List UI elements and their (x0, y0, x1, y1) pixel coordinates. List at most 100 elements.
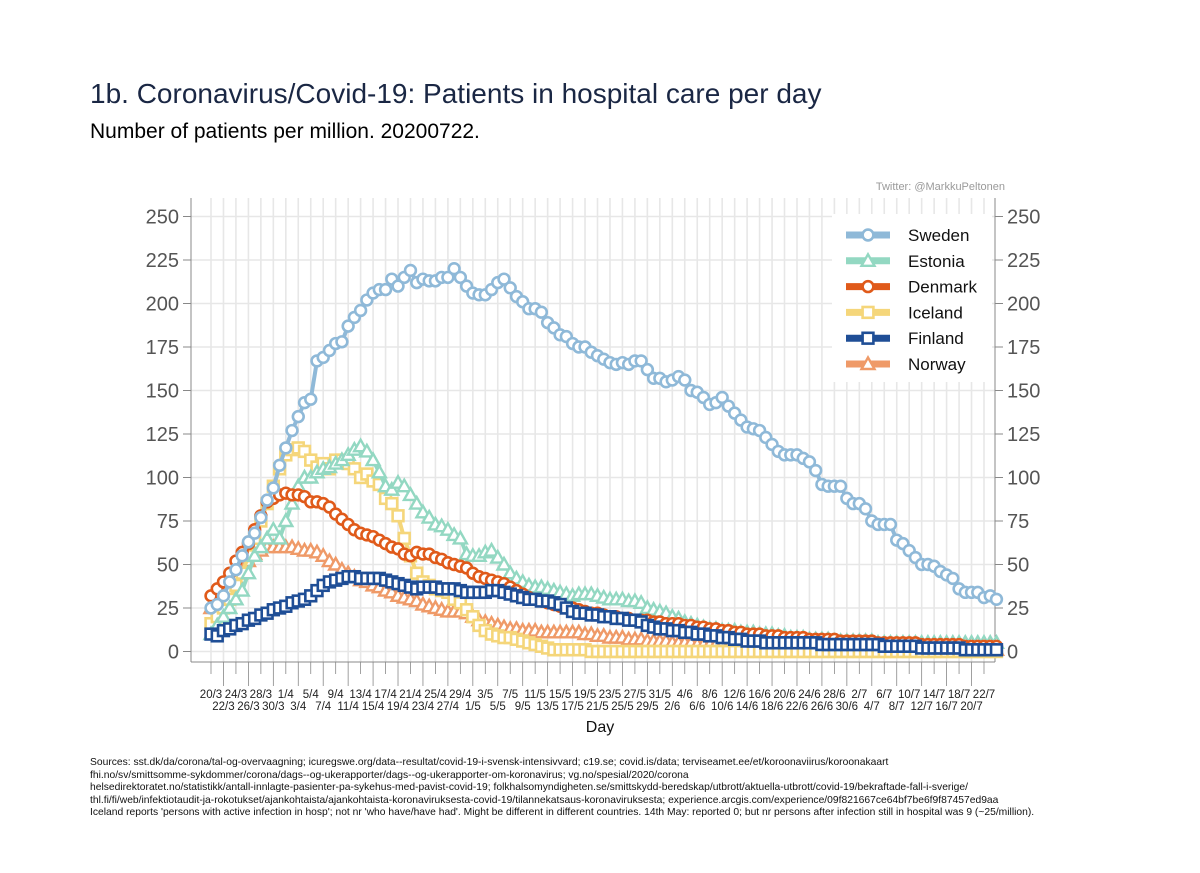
x-tick-label: 3/5 (477, 689, 493, 701)
y-tick-label-left: 175 (146, 337, 179, 359)
x-tick-label: 7/4 (315, 701, 332, 713)
data-point-sweden (497, 272, 511, 286)
x-tick-label: 20/7 (960, 701, 982, 713)
x-tick-label: 31/5 (649, 689, 671, 701)
legend-marker-iceland (861, 305, 875, 320)
series-layer (202, 262, 1006, 659)
legend-marker-estonia (859, 251, 877, 267)
legend: Sweden Estonia Denmark Iceland Finland Norway (832, 214, 992, 382)
data-point-estonia (214, 607, 233, 623)
x-tick-label: 26/6 (811, 701, 833, 713)
legend-marker-finland (861, 331, 875, 345)
legend-marker-sweden (861, 228, 875, 242)
data-point-sweden (447, 262, 461, 276)
x-tick-label: 4/6 (677, 689, 693, 701)
data-point-estonia (395, 477, 413, 493)
data-point-estonia (482, 541, 501, 557)
x-tick-label: 25/5 (611, 701, 633, 713)
x-tick-label: 10/6 (711, 701, 733, 713)
x-tick-label: 18/7 (948, 689, 970, 701)
y-tick-label-right: 125 (1007, 424, 1040, 446)
data-point-estonia (408, 494, 426, 510)
x-tick-label: 18/6 (761, 701, 783, 713)
legend-label-norway: Norway (908, 355, 966, 374)
data-point-estonia (358, 442, 376, 458)
data-point-sweden (634, 354, 648, 368)
data-point-sweden (285, 423, 299, 438)
data-point-sweden (946, 571, 960, 586)
data-point-estonia (401, 485, 420, 502)
x-axis-label: Day (586, 719, 614, 736)
data-point-sweden (802, 455, 817, 469)
x-tick-label: 14/6 (736, 701, 758, 713)
y-tick-label-right: 225 (1007, 250, 1040, 272)
data-point-estonia (495, 555, 513, 571)
data-point-iceland (397, 531, 411, 546)
sources-line: Iceland reports 'persons with active inf… (90, 807, 1035, 819)
data-point-sweden (883, 517, 898, 532)
legend-box (832, 214, 992, 382)
y-tick-label-left: 225 (146, 250, 179, 272)
y-tick-label-right: 150 (1007, 381, 1040, 403)
x-tick-label: 23/4 (412, 701, 435, 713)
x-tick-label: 29/5 (636, 701, 658, 713)
data-point-sweden (341, 319, 355, 333)
x-tick-label: 2/6 (664, 701, 680, 713)
data-point-sweden (989, 592, 1004, 606)
data-point-sweden (534, 305, 549, 319)
y-tick-label-right: 75 (1007, 511, 1029, 533)
data-point-sweden (210, 597, 224, 612)
data-point-sweden (503, 281, 517, 295)
x-tick-label: 22/7 (973, 689, 995, 701)
data-point-estonia (489, 548, 507, 564)
data-point-sweden (247, 526, 262, 540)
data-point-sweden (353, 303, 368, 318)
x-tick-label: 23/5 (599, 689, 621, 701)
data-point-sweden (216, 589, 231, 603)
axes: 0 0 25 25 50 50 75 75 100 100 125 125 150 150 175 175 20… (146, 198, 1040, 736)
series-finland (204, 569, 1004, 657)
x-tick-label: 5/4 (303, 689, 320, 701)
x-tick-label: 21/4 (399, 689, 422, 701)
x-tick-label: 22/6 (786, 701, 808, 713)
x-tick-label: 12/7 (910, 701, 932, 713)
data-point-sweden (833, 479, 848, 493)
legend-label-estonia: Estonia (908, 252, 965, 271)
y-tick-label-left: 125 (146, 424, 179, 446)
y-tick-label-right: 250 (1007, 207, 1040, 229)
data-point-estonia (283, 494, 301, 510)
data-point-estonia (252, 538, 270, 554)
data-point-sweden (335, 335, 349, 349)
sources-note: Sources: sst.dk/da/corona/tal-og-overvaa… (90, 757, 1190, 820)
x-tick-label: 28/3 (250, 689, 272, 701)
data-point-iceland (385, 496, 399, 511)
y-tick-label-left: 0 (168, 642, 179, 664)
x-tick-label: 19/5 (574, 689, 596, 701)
x-tick-label: 11/4 (337, 701, 359, 713)
y-tick-label-left: 75 (157, 511, 179, 533)
y-tick-label-right: 25 (1007, 598, 1029, 620)
data-point-estonia (233, 581, 251, 597)
data-point-sweden (272, 458, 287, 473)
x-tick-label: 16/7 (935, 701, 957, 713)
x-tick-label: 6/6 (689, 701, 705, 713)
data-point-estonia (246, 546, 264, 562)
y-tick-label-left: 150 (146, 381, 179, 403)
x-tick-label: 30/6 (836, 701, 858, 713)
x-tick-label: 5/5 (490, 701, 506, 713)
data-point-estonia (364, 451, 382, 467)
x-tick-label: 27/5 (624, 689, 646, 701)
x-tick-label: 27/4 (437, 701, 460, 713)
data-point-estonia (271, 529, 289, 545)
x-tick-label: 9/4 (328, 689, 345, 701)
data-point-sweden (229, 563, 243, 577)
data-point-sweden (254, 510, 268, 525)
data-point-estonia (239, 564, 257, 580)
sources-line: helsedirektoratet.no/statistikk/antall-i… (90, 782, 968, 794)
legend-label-finland: Finland (908, 329, 964, 348)
y-tick-label-left: 200 (146, 294, 179, 316)
x-tick-label: 13/5 (536, 701, 558, 713)
x-tick-label: 10/7 (898, 689, 920, 701)
sources-line: fhi.no/sv/smittsomme-sykdommer/corona/da… (90, 769, 689, 781)
x-tick-label: 22/3 (212, 701, 234, 713)
